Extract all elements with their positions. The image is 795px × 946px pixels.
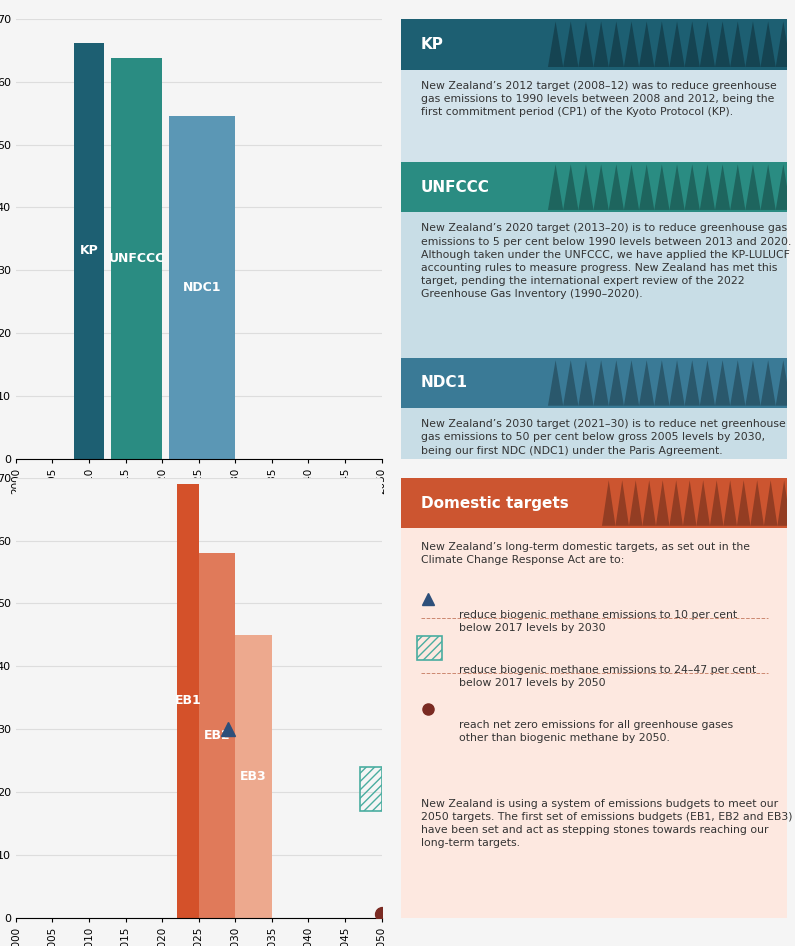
X-axis label: Year: Year <box>185 499 212 513</box>
Polygon shape <box>639 22 654 67</box>
Polygon shape <box>656 481 669 526</box>
Polygon shape <box>684 22 700 67</box>
Bar <box>176 484 199 918</box>
Text: New Zealand’s 2030 target (2021–30) is to reduce net greenhouse gas emissions to: New Zealand’s 2030 target (2021–30) is t… <box>421 419 785 456</box>
Polygon shape <box>700 22 715 67</box>
Polygon shape <box>609 22 624 67</box>
Text: UNFCCC: UNFCCC <box>108 252 165 265</box>
Polygon shape <box>761 360 776 406</box>
Polygon shape <box>594 22 609 67</box>
Text: EB1: EB1 <box>174 694 201 708</box>
Polygon shape <box>700 360 715 406</box>
Polygon shape <box>578 22 594 67</box>
Bar <box>199 553 235 918</box>
Polygon shape <box>563 360 578 406</box>
Bar <box>111 58 162 459</box>
Bar <box>401 213 787 358</box>
Polygon shape <box>715 22 730 67</box>
Bar <box>401 358 787 409</box>
Text: EB3: EB3 <box>240 770 267 782</box>
Polygon shape <box>684 360 700 406</box>
Text: NDC1: NDC1 <box>183 281 222 294</box>
Bar <box>75 43 103 459</box>
Text: Domestic targets: Domestic targets <box>421 496 568 511</box>
Polygon shape <box>594 165 609 210</box>
Polygon shape <box>730 165 746 210</box>
Polygon shape <box>563 22 578 67</box>
Polygon shape <box>715 165 730 210</box>
Polygon shape <box>696 481 710 526</box>
Polygon shape <box>578 165 594 210</box>
Polygon shape <box>669 481 683 526</box>
Text: reach net zero emissions for all greenhouse gases
other than biogenic methane by: reach net zero emissions for all greenho… <box>460 720 734 743</box>
Polygon shape <box>730 360 746 406</box>
Polygon shape <box>609 360 624 406</box>
Bar <box>401 69 787 162</box>
Text: KP: KP <box>80 244 99 257</box>
Polygon shape <box>615 481 629 526</box>
Polygon shape <box>654 360 669 406</box>
Text: New Zealand is using a system of emissions budgets to meet our 2050 targets. The: New Zealand is using a system of emissio… <box>421 798 793 849</box>
Polygon shape <box>730 22 746 67</box>
Polygon shape <box>764 481 778 526</box>
Polygon shape <box>548 22 563 67</box>
Polygon shape <box>629 481 642 526</box>
Polygon shape <box>639 360 654 406</box>
Polygon shape <box>624 360 639 406</box>
Bar <box>401 162 787 213</box>
Polygon shape <box>594 360 609 406</box>
Polygon shape <box>684 165 700 210</box>
Text: UNFCCC: UNFCCC <box>421 180 490 195</box>
Polygon shape <box>776 165 791 210</box>
Polygon shape <box>715 360 730 406</box>
Polygon shape <box>746 360 761 406</box>
Polygon shape <box>761 22 776 67</box>
Text: NDC1: NDC1 <box>421 376 467 391</box>
Polygon shape <box>746 22 761 67</box>
Polygon shape <box>654 165 669 210</box>
Text: EB2: EB2 <box>204 728 231 742</box>
Polygon shape <box>578 360 594 406</box>
Text: New Zealand’s 2020 target (2013–20) is to reduce greenhouse gas emissions to 5 p: New Zealand’s 2020 target (2013–20) is t… <box>421 223 791 300</box>
Bar <box>401 528 787 918</box>
Polygon shape <box>700 165 715 210</box>
Polygon shape <box>776 360 791 406</box>
Polygon shape <box>683 481 696 526</box>
Polygon shape <box>750 481 764 526</box>
Polygon shape <box>778 481 791 526</box>
Bar <box>417 636 442 660</box>
Bar <box>359 767 382 811</box>
Bar <box>169 116 235 459</box>
Polygon shape <box>639 165 654 210</box>
Text: New Zealand’s 2012 target (2008–12) was to reduce greenhouse gas emissions to 19: New Zealand’s 2012 target (2008–12) was … <box>421 80 777 117</box>
Polygon shape <box>548 165 563 210</box>
Polygon shape <box>761 165 776 210</box>
Bar <box>235 635 272 918</box>
Text: reduce biogenic methane emissions to 24–47 per cent
below 2017 levels by 2050: reduce biogenic methane emissions to 24–… <box>460 665 757 688</box>
Bar <box>401 409 787 459</box>
Polygon shape <box>669 22 684 67</box>
Polygon shape <box>609 165 624 210</box>
Polygon shape <box>776 22 791 67</box>
Polygon shape <box>563 165 578 210</box>
Polygon shape <box>548 360 563 406</box>
Polygon shape <box>737 481 750 526</box>
Polygon shape <box>624 22 639 67</box>
Text: reduce biogenic methane emissions to 10 per cent
below 2017 levels by 2030: reduce biogenic methane emissions to 10 … <box>460 610 738 633</box>
Polygon shape <box>710 481 723 526</box>
Polygon shape <box>624 165 639 210</box>
Bar <box>401 478 787 528</box>
Polygon shape <box>669 165 684 210</box>
Polygon shape <box>602 481 615 526</box>
Polygon shape <box>746 165 761 210</box>
Bar <box>401 19 787 69</box>
Polygon shape <box>654 22 669 67</box>
Polygon shape <box>723 481 737 526</box>
Text: New Zealand’s long-term domestic targets, as set out in the Climate Change Respo: New Zealand’s long-term domestic targets… <box>421 541 750 565</box>
Polygon shape <box>669 360 684 406</box>
Polygon shape <box>642 481 656 526</box>
Text: KP: KP <box>421 37 444 52</box>
